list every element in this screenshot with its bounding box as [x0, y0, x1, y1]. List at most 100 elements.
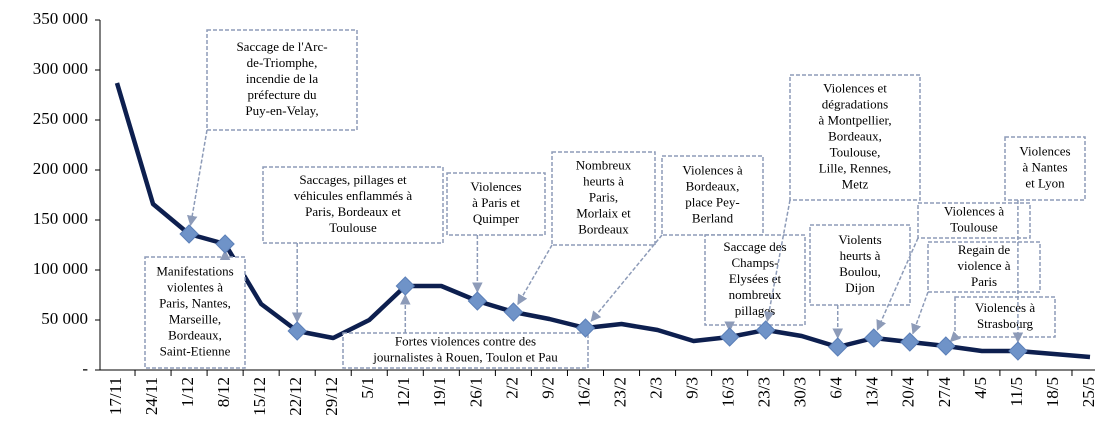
annotation-text: Paris, Nantes, [159, 295, 231, 310]
x-tick-label: 16/2 [574, 377, 593, 407]
annotation-text: Toulouse [950, 219, 998, 234]
annotation-box [809, 224, 911, 306]
annotation-text: Violences [470, 179, 521, 194]
y-tick-label: 100 000 [33, 259, 88, 278]
annotation-text: véhicules enflammés à [294, 188, 413, 203]
annotation-text: Nombreux [576, 157, 632, 172]
x-tick-label: 13/4 [863, 377, 882, 408]
annotation-text: à Montpellier, [818, 112, 891, 127]
annotation-text: heurts à [840, 248, 881, 263]
annotation-arrow [517, 244, 553, 306]
annotation-text: Violences à [944, 203, 1004, 218]
annotation-text: Bordeaux, [168, 327, 222, 342]
y-tick-label: 250 000 [33, 109, 88, 128]
x-tick-label: 17/11 [106, 377, 125, 415]
annotation-text: Champs- [732, 255, 779, 270]
x-tick-label: 2/2 [502, 377, 521, 399]
annotation-text: de-Triomphe, [247, 55, 318, 70]
point-marker [755, 320, 776, 340]
annotation-text: Toulouse [329, 220, 377, 235]
annotation-text: à Paris et [472, 195, 520, 210]
annotation: Fortes violences contre desjournalistes … [342, 332, 589, 369]
annotation-text: pillages [735, 303, 775, 318]
annotation-box [917, 202, 1031, 239]
annotation-text: préfecture du [248, 87, 317, 102]
point-marker [287, 321, 307, 341]
annotation-text: Saccages, pillages et [299, 172, 407, 187]
annotation-text: Violences à [975, 300, 1035, 315]
point-marker [864, 328, 884, 348]
x-tick-label: 1/12 [178, 377, 197, 407]
y-tick-label: 350 000 [33, 9, 88, 28]
annotation-box [927, 241, 1041, 293]
annotation-box [144, 256, 246, 369]
annotation: Saccage de l'Arc-de-Triomphe,incendie de… [206, 29, 358, 131]
annotation-box [1004, 136, 1086, 201]
x-tick-label: 26/1 [466, 377, 485, 407]
x-tick-label: 9/2 [538, 377, 557, 399]
x-tick-label: 9/3 [682, 377, 701, 399]
annotation-text: Manifestations [156, 263, 233, 278]
annotation-text: Toulouse, [830, 144, 881, 159]
annotation-text: et Lyon [1025, 175, 1065, 190]
annotation-text: Paris, Bordeaux et [305, 204, 401, 219]
point-marker [936, 336, 956, 356]
point-marker [828, 337, 848, 357]
annotation-text: violentes à [167, 279, 223, 294]
annotation-arrow [187, 129, 208, 227]
annotation-arrow [876, 237, 919, 331]
annotation-box [661, 155, 764, 236]
x-tick-label: 12/1 [394, 377, 413, 407]
annotation-text: dégradations [822, 96, 888, 111]
annotation-text: Saccage de l'Arc- [236, 39, 327, 54]
point-marker [900, 332, 920, 352]
annotation-text: Violents [838, 232, 881, 247]
annotation-text: Saint-Etienne [160, 343, 231, 358]
annotation-box [954, 296, 1056, 338]
y-tick-label: 150 000 [33, 209, 88, 228]
annotation-text: Paris [971, 274, 997, 289]
annotation-text: incendie de la [246, 71, 318, 86]
annotation-box [262, 166, 444, 244]
y-tick-label: 50 000 [41, 309, 88, 328]
annotation-text: Strasbourg [977, 316, 1034, 331]
annotation-text: Violences à [682, 162, 742, 177]
annotation-arrow [949, 331, 961, 343]
x-tick-label: 25/5 [1079, 377, 1097, 407]
x-tick-label: 20/4 [899, 377, 918, 408]
x-tick-label: 27/4 [935, 377, 954, 408]
x-tick-label: 6/4 [827, 377, 846, 399]
x-tick-label: 29/12 [322, 377, 341, 416]
annotation-text: Marseille, [169, 311, 221, 326]
annotation-text: Elysées et [729, 271, 782, 286]
annotation-text: Lille, Rennes, [819, 160, 892, 175]
annotation-text: à Nantes [1022, 159, 1067, 174]
annotation-text: Dijon [845, 280, 875, 295]
point-marker [395, 276, 416, 296]
x-tick-label: 30/3 [791, 377, 810, 407]
annotation-arrow [911, 291, 929, 335]
x-tick-label: 23/2 [610, 377, 629, 407]
annotation-box [704, 234, 806, 326]
x-tick-label: 2/3 [646, 377, 665, 399]
annotation-text: violence à [957, 258, 1010, 273]
x-tick-label: 18/5 [1043, 377, 1062, 407]
point-marker [503, 302, 524, 322]
x-tick-label: 22/12 [286, 377, 305, 416]
annotation-text: Berland [692, 210, 734, 225]
annotation-text: Fortes violences contre des [395, 333, 536, 348]
point-marker [467, 291, 488, 311]
annotation-text: Paris, [589, 189, 618, 204]
annotation-text: Regain de [958, 242, 1011, 257]
annotation-text: Quimper [473, 211, 520, 226]
annotation-text: Violences et [823, 80, 887, 95]
y-tick-label: - [82, 359, 88, 378]
